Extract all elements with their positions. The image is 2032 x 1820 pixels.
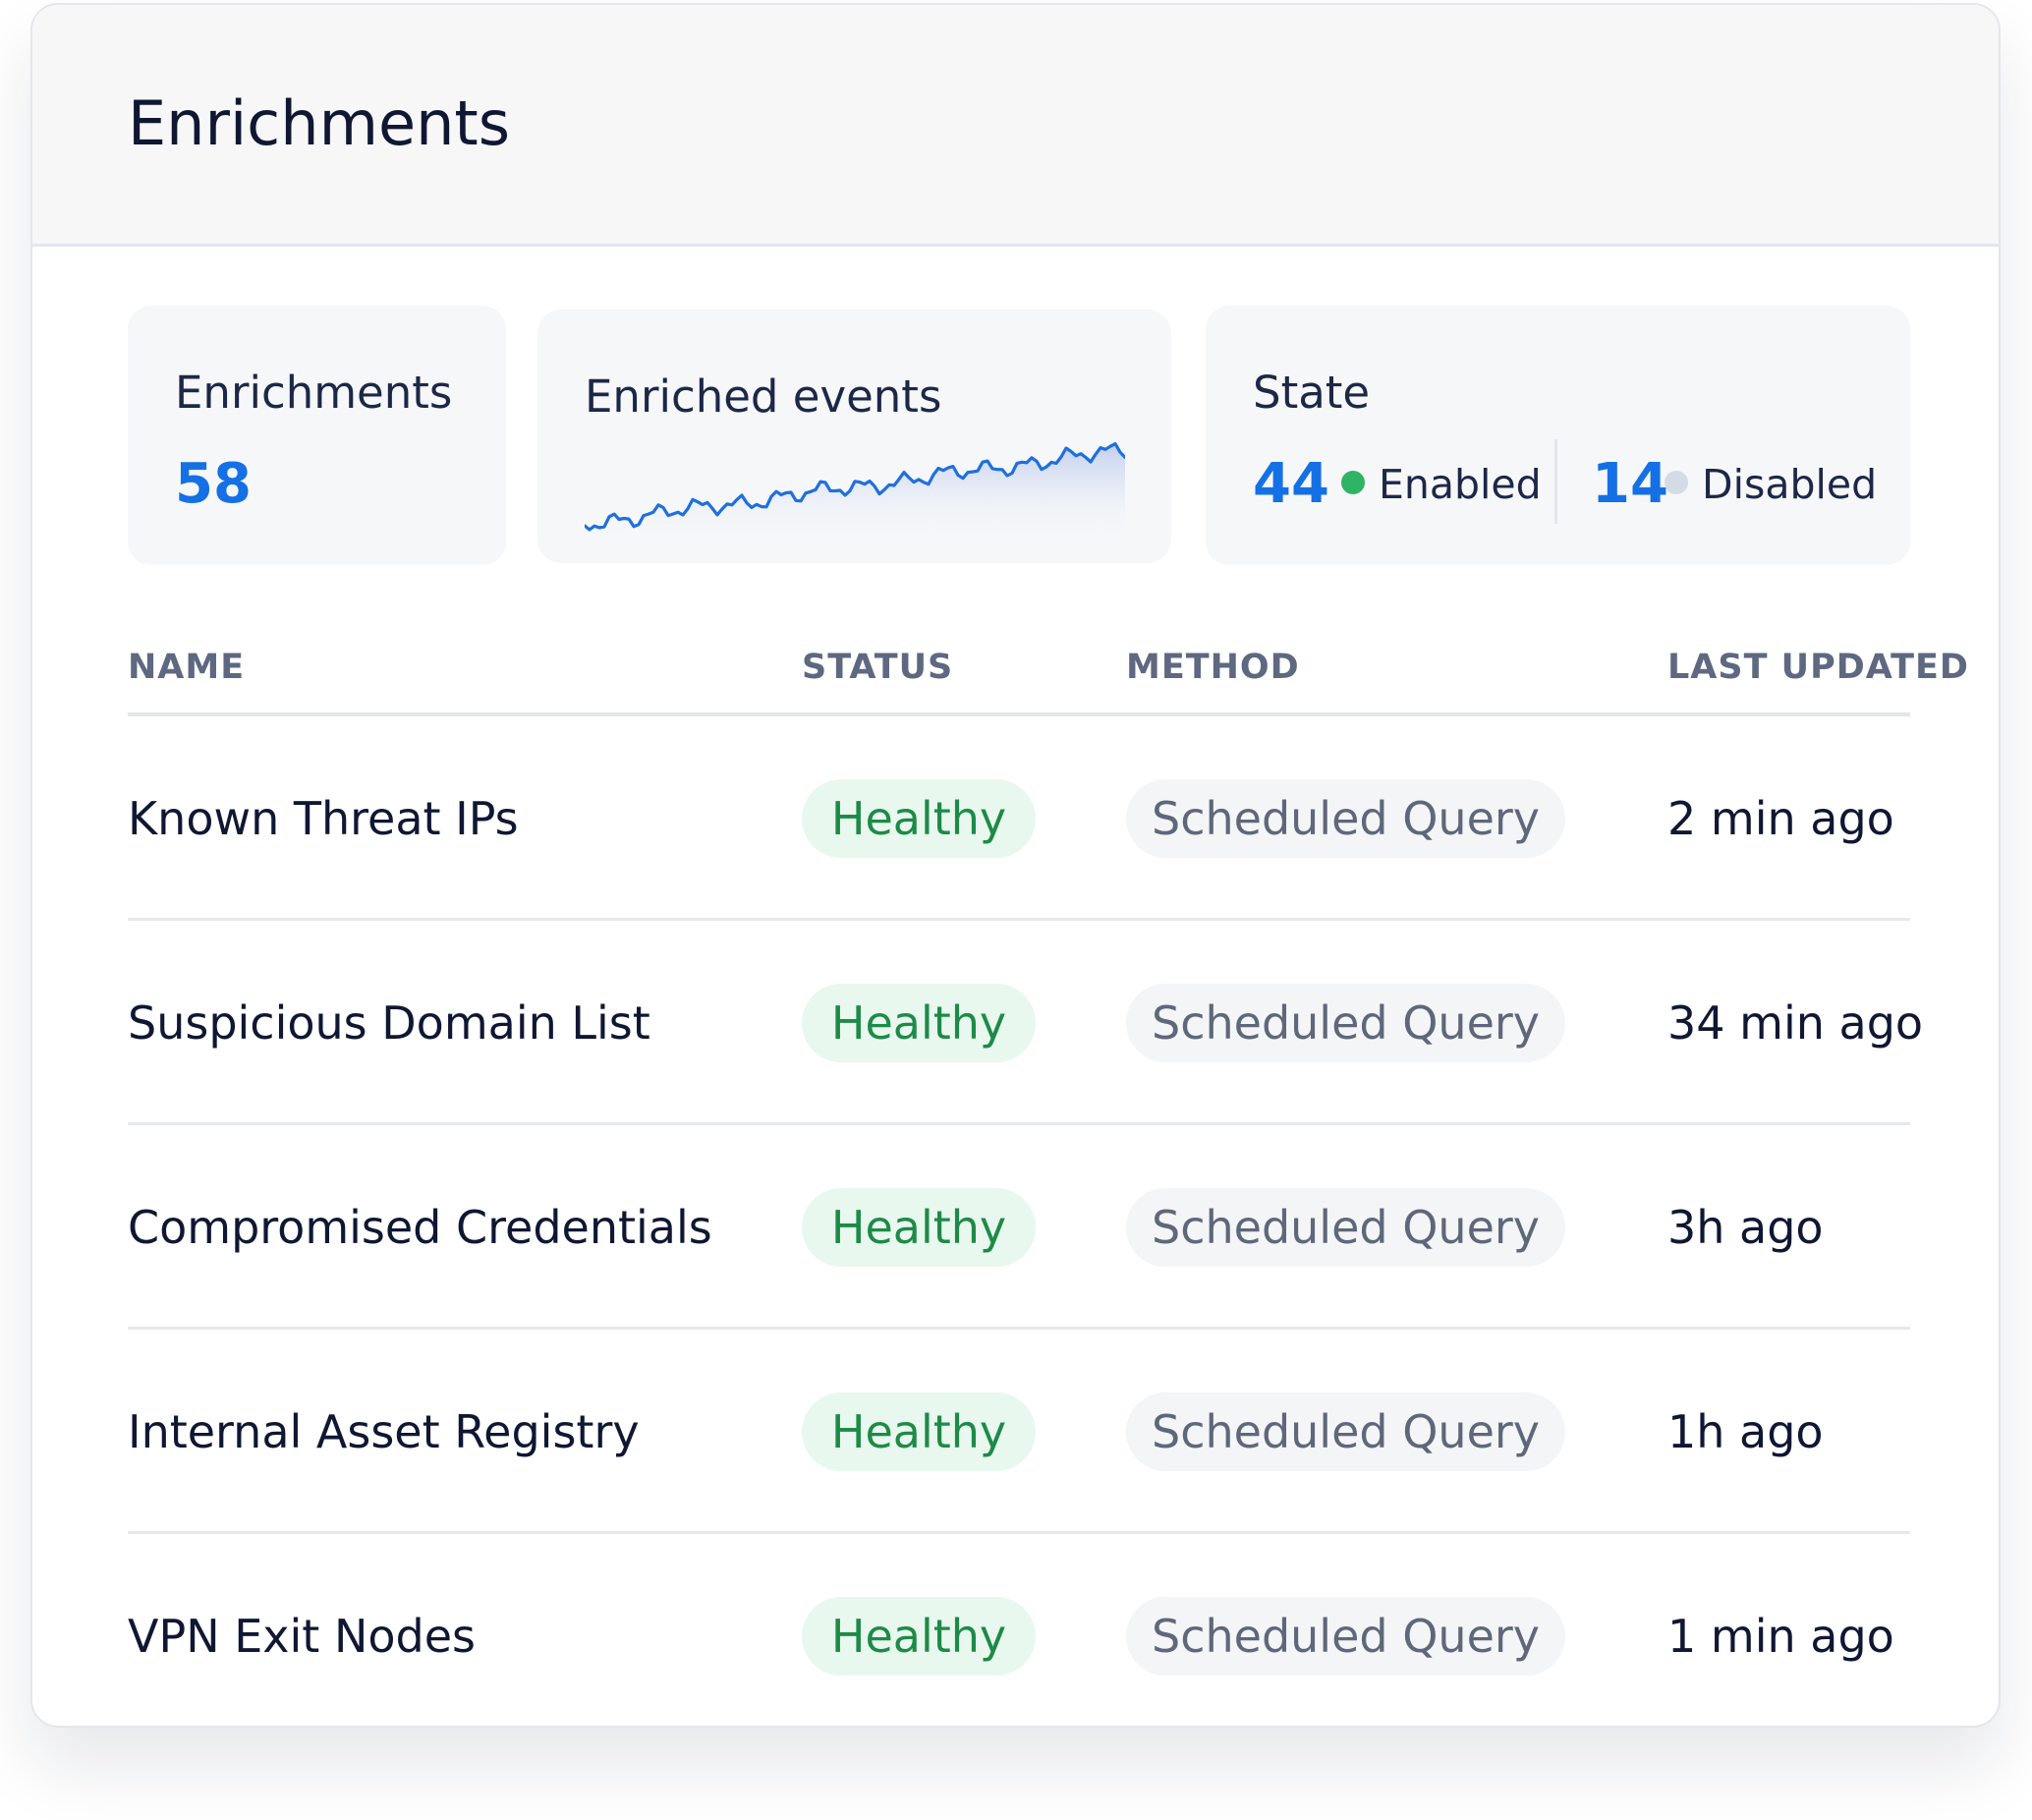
enriched-events-sparkline — [585, 441, 1125, 534]
state-label: State — [1253, 367, 1371, 419]
status-badge: Healthy — [802, 1393, 1036, 1471]
disabled-count: 14 — [1592, 452, 1668, 516]
enrichment-name[interactable]: VPN Exit Nodes — [128, 1610, 476, 1663]
disabled-status-dot — [1665, 471, 1688, 494]
sparkline-line — [585, 441, 1125, 532]
disabled-label: Disabled — [1702, 461, 1878, 508]
status-badge: Healthy — [802, 1188, 1036, 1267]
column-header-status[interactable]: STATUS — [802, 648, 954, 687]
column-header-last-updated[interactable]: LAST UPDATED — [1667, 648, 1969, 687]
table-row[interactable]: Known Threat IPs Healthy Scheduled Query… — [32, 716, 1999, 921]
method-badge: Scheduled Query — [1126, 984, 1565, 1062]
last-updated: 1 min ago — [1667, 1610, 1894, 1663]
last-updated: 3h ago — [1667, 1201, 1824, 1254]
row-divider — [128, 1327, 1910, 1330]
row-divider — [128, 1122, 1910, 1125]
table-row[interactable]: Compromised Credentials Healthy Schedule… — [32, 1125, 1999, 1330]
card-header: Enrichments — [32, 5, 1999, 247]
enrichments-count: 58 — [175, 452, 252, 516]
enriched-events-stat-card: Enriched events — [537, 310, 1171, 563]
enabled-status-dot — [1341, 471, 1365, 494]
enabled-count: 44 — [1253, 452, 1329, 516]
status-badge: Healthy — [802, 1597, 1036, 1676]
method-badge: Scheduled Query — [1126, 1597, 1565, 1676]
table-row[interactable]: VPN Exit Nodes Healthy Scheduled Query 1… — [32, 1534, 1999, 1726]
last-updated: 34 min ago — [1667, 996, 1924, 1050]
page-title: Enrichments — [128, 87, 511, 159]
method-badge: Scheduled Query — [1126, 779, 1565, 858]
enrichment-name[interactable]: Known Threat IPs — [128, 792, 519, 845]
table-header-divider — [128, 712, 1910, 716]
enrichment-name[interactable]: Suspicious Domain List — [128, 996, 650, 1050]
enrichments-stat-label: Enrichments — [175, 367, 453, 419]
row-divider — [128, 918, 1910, 921]
enriched-events-label: Enriched events — [585, 370, 942, 423]
column-header-name[interactable]: NAME — [128, 648, 246, 687]
enrichments-card: Enrichments Enrichments 58 Enriched even… — [30, 3, 2001, 1728]
table-row[interactable]: Suspicious Domain List Healthy Scheduled… — [32, 921, 1999, 1125]
enrichments-stat-card: Enrichments 58 — [128, 306, 506, 565]
row-divider — [128, 1531, 1910, 1534]
table-row[interactable]: Internal Asset Registry Healthy Schedule… — [32, 1330, 1999, 1534]
enabled-label: Enabled — [1379, 461, 1542, 508]
sparkline-area — [585, 443, 1125, 534]
status-badge: Healthy — [802, 984, 1036, 1062]
method-badge: Scheduled Query — [1126, 1188, 1565, 1267]
method-badge: Scheduled Query — [1126, 1393, 1565, 1471]
enrichment-name[interactable]: Internal Asset Registry — [128, 1405, 640, 1458]
state-divider — [1554, 439, 1557, 524]
last-updated: 2 min ago — [1667, 792, 1894, 845]
last-updated: 1h ago — [1667, 1405, 1824, 1458]
column-header-method[interactable]: METHOD — [1126, 648, 1300, 687]
state-stat-card: State 44 Enabled 14 Disabled — [1206, 306, 1910, 565]
status-badge: Healthy — [802, 779, 1036, 858]
enrichment-name[interactable]: Compromised Credentials — [128, 1201, 712, 1254]
